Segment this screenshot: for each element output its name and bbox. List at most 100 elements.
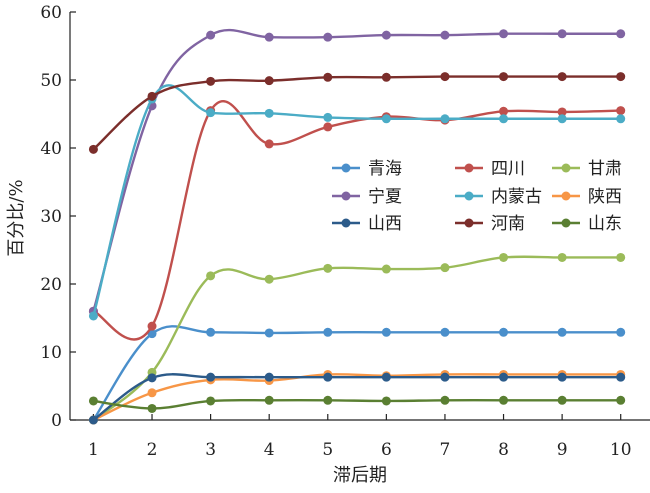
data-point [264, 274, 274, 284]
series-8 [88, 72, 626, 154]
series-2 [88, 100, 626, 341]
legend-item: 陕西 [552, 187, 622, 207]
data-point [557, 29, 567, 39]
series-line [92, 373, 621, 421]
data-point [440, 263, 450, 273]
data-point [206, 327, 216, 337]
series-7 [88, 372, 626, 425]
series-1 [88, 325, 626, 425]
data-point [616, 372, 626, 382]
y-tick-label: 40 [40, 139, 62, 159]
series-3 [88, 252, 626, 425]
series-line [92, 100, 621, 341]
data-point [499, 106, 509, 116]
legend-swatch-marker [341, 191, 351, 201]
legend-swatch-marker [561, 163, 571, 173]
legend-label: 河南 [491, 214, 525, 234]
data-point [147, 91, 157, 101]
x-tick-label: 9 [557, 440, 568, 460]
data-point [616, 106, 626, 116]
series-9 [88, 395, 626, 413]
data-point [499, 114, 509, 124]
data-point [323, 32, 333, 42]
data-point [206, 108, 216, 118]
data-point [264, 372, 274, 382]
legend-swatch-marker [341, 218, 351, 228]
data-point [381, 396, 391, 406]
y-tick-label: 60 [40, 3, 62, 23]
legend-swatch-marker [464, 163, 474, 173]
data-point [147, 321, 157, 331]
data-point [264, 395, 274, 405]
y-tick-label: 20 [40, 275, 62, 295]
series-line [92, 373, 621, 422]
data-point [616, 327, 626, 337]
y-tick-label: 50 [40, 71, 62, 91]
data-point [381, 72, 391, 82]
series-layer [88, 28, 626, 425]
data-point [381, 264, 391, 274]
series-line [92, 325, 621, 421]
data-point [264, 108, 274, 118]
y-tick-label: 30 [40, 207, 62, 227]
data-point [440, 327, 450, 337]
data-point [381, 327, 391, 337]
x-tick-label: 4 [264, 440, 275, 460]
legend-label: 山东 [588, 214, 622, 234]
legend-swatch-marker [561, 218, 571, 228]
data-point [557, 107, 567, 117]
legend-item: 山西 [332, 214, 402, 234]
legend-label: 陕西 [588, 187, 622, 207]
data-point [616, 29, 626, 39]
data-point [440, 72, 450, 82]
data-point [499, 395, 509, 405]
data-point [88, 396, 98, 406]
data-point [557, 252, 567, 262]
data-point [147, 373, 157, 383]
legend-label: 内蒙古 [491, 187, 542, 207]
data-point [323, 327, 333, 337]
data-point [499, 372, 509, 382]
legend-item: 四川 [455, 159, 525, 179]
data-point [557, 114, 567, 124]
x-axis-title: 滞后期 [333, 465, 387, 486]
legend-label: 山西 [368, 214, 402, 234]
data-point [440, 30, 450, 40]
x-tick-label: 10 [610, 440, 632, 460]
legend-label: 青海 [368, 159, 402, 179]
data-point [147, 403, 157, 413]
legend-item: 内蒙古 [455, 187, 542, 207]
data-point [206, 30, 216, 40]
data-point [499, 29, 509, 39]
data-point [323, 372, 333, 382]
legend-label: 宁夏 [368, 187, 402, 207]
data-point [499, 252, 509, 262]
data-point [323, 263, 333, 273]
data-point [323, 122, 333, 132]
data-point [206, 76, 216, 86]
data-point [381, 114, 391, 124]
data-point [440, 395, 450, 405]
data-point [323, 112, 333, 122]
legend-item: 青海 [332, 159, 402, 179]
data-point [88, 415, 98, 425]
data-point [264, 139, 274, 149]
data-point [557, 72, 567, 82]
data-point [381, 372, 391, 382]
series-line [93, 398, 621, 410]
x-tick-label: 7 [440, 440, 451, 460]
data-point [206, 396, 216, 406]
legend-swatch-marker [464, 218, 474, 228]
data-point [440, 372, 450, 382]
ticks: 0 10 20 30 40 50 60 1 2 3 4 5 6 7 8 9 10 [40, 3, 631, 460]
y-axis-title: 百分比/% [6, 179, 27, 256]
legend-label: 甘肃 [588, 159, 622, 179]
data-point [323, 72, 333, 82]
data-point [88, 311, 98, 321]
data-point [206, 372, 216, 382]
x-tick-label: 8 [498, 440, 509, 460]
legend-swatch-marker [341, 163, 351, 173]
legend-item: 河南 [455, 214, 525, 234]
